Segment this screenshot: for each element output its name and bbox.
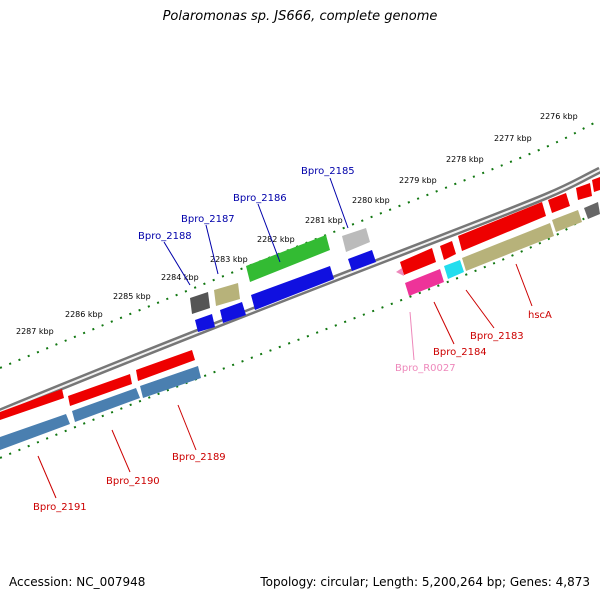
label-leader-lines (37, 177, 533, 499)
gene-block (548, 193, 570, 213)
inner-gene-track (0, 202, 600, 450)
kbp-label: 2276 kbp (540, 112, 578, 121)
gene-block (342, 228, 370, 252)
gene-block (0, 414, 70, 450)
genome-summary: Topology: circular; Length: 5,200,264 bp… (260, 575, 590, 589)
kbp-label: 2279 kbp (399, 176, 437, 185)
kbp-label: 2277 kbp (494, 134, 532, 143)
gene-label: Bpro_2186 (233, 193, 287, 204)
kbp-label: 2280 kbp (352, 196, 390, 205)
gene-labels: Bpro_2185 Bpro_2186 Bpro_2187 Bpro_2188 … (33, 166, 552, 513)
gene-block (592, 177, 600, 192)
gene-label: Bpro_2188 (138, 231, 192, 242)
gene-block (576, 183, 592, 200)
gene-block (440, 241, 456, 260)
gene-block (136, 350, 195, 381)
gene-block (214, 283, 240, 306)
gene-block (462, 223, 554, 271)
gene-block (458, 202, 546, 251)
kbp-label: 2287 kbp (16, 327, 54, 336)
accession-label: Accession: NC_007948 (9, 575, 146, 589)
gene-block (195, 314, 215, 332)
gene-block (0, 389, 64, 420)
gene-label: Bpro_2190 (106, 476, 160, 487)
kbp-label: 2278 kbp (446, 155, 484, 164)
gene-block (348, 250, 376, 271)
gene-block (405, 269, 444, 296)
gene-label: Bpro_2191 (33, 502, 87, 513)
gene-block (190, 292, 210, 314)
gene-label: Bpro_2183 (470, 331, 524, 342)
kbp-label: 2283 kbp (210, 255, 248, 264)
gene-block (72, 388, 140, 422)
gene-block (400, 248, 436, 275)
kbp-label: 2282 kbp (257, 235, 295, 244)
gene-block (251, 266, 334, 310)
gene-label: Bpro_2184 (433, 347, 487, 358)
outer-gene-track (0, 177, 600, 420)
kbp-label: 2281 kbp (305, 216, 343, 225)
gene-block (246, 235, 330, 282)
gene-block (140, 366, 201, 398)
gene-block (552, 210, 582, 232)
gene-block (584, 202, 600, 219)
kbp-label: 2284 kbp (161, 273, 199, 282)
gene-label: Bpro_R0027 (395, 363, 456, 374)
map-title: Polaromonas sp. JS666, complete genome (162, 9, 438, 24)
gene-block (68, 374, 132, 406)
gene-block (396, 268, 404, 276)
kbp-label: 2286 kbp (65, 310, 103, 319)
gene-label: hscA (528, 310, 552, 321)
gene-block (444, 260, 464, 279)
kbp-label: 2285 kbp (113, 292, 151, 301)
gene-label: Bpro_2185 (301, 166, 355, 177)
gene-label: Bpro_2187 (181, 214, 235, 225)
gene-label: Bpro_2189 (172, 452, 226, 463)
kbp-tick-labels: 2276 kbp 2277 kbp 2278 kbp 2279 kbp 2280… (16, 112, 578, 336)
gene-block (220, 302, 246, 323)
inner-scale-line (0, 209, 600, 459)
